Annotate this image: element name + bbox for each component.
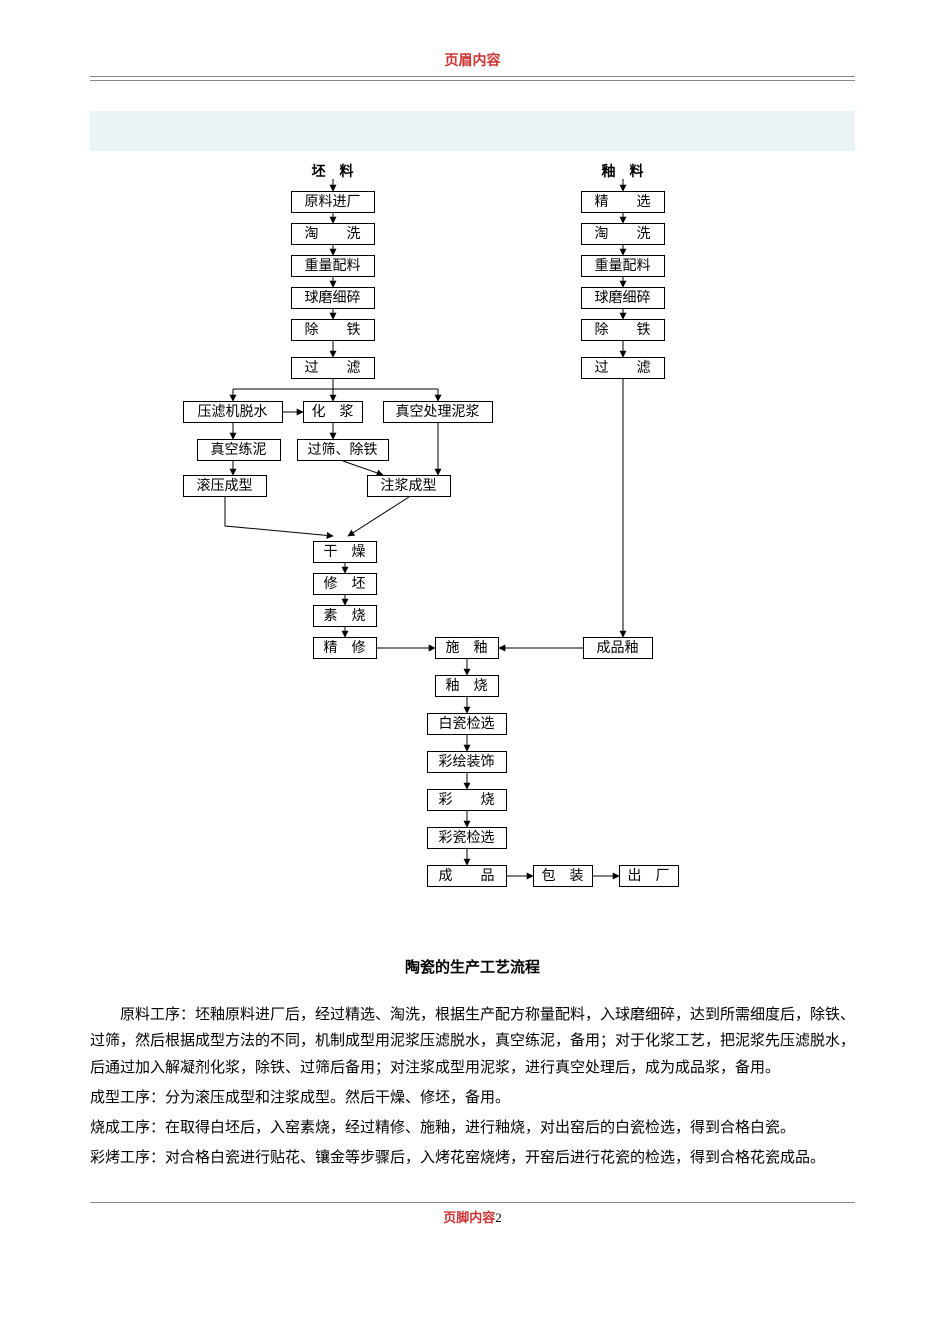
paragraph-4: 彩烤工序：对合格白瓷进行贴花、镶金等步骤后，入烤花窑烧烤，开窑后进行花瓷的检选，… — [90, 1145, 855, 1171]
flowchart-edge — [348, 497, 409, 536]
footer-rule — [90, 1202, 855, 1203]
flowchart-node: 白瓷检选 — [427, 713, 507, 735]
flowchart-node: 彩 烧 — [427, 789, 507, 811]
flowchart-node: 真空练泥 — [197, 439, 281, 461]
flowchart-node: 过 滤 — [291, 357, 375, 379]
flowchart-node: 成品釉 — [583, 637, 653, 659]
flowchart-node: 淘 洗 — [581, 223, 665, 245]
footer-label: 页脚内容 — [443, 1210, 495, 1225]
flowchart-node: 彩绘装饰 — [427, 751, 507, 773]
footer-pagenum: 2 — [495, 1210, 502, 1225]
flowchart-node: 球磨细碎 — [581, 287, 665, 309]
flowchart-node: 除 铁 — [581, 319, 665, 341]
flowchart-node: 滚压成型 — [183, 475, 267, 497]
flowchart-node: 重量配料 — [581, 255, 665, 277]
paragraph-1: 原料工序：坯釉原料进厂后，经过精选、淘洗，根据生产配方称量配料，入球磨细碎，达到… — [90, 1002, 855, 1081]
flowchart-node: 出 厂 — [619, 865, 679, 887]
flowchart-edge — [225, 497, 333, 536]
flowchart-node: 精 修 — [313, 637, 377, 659]
flowchart-node: 化 浆 — [303, 401, 363, 423]
flowchart-node: 重量配料 — [291, 255, 375, 277]
flowchart-node: 真空处理泥浆 — [383, 401, 493, 423]
flowchart-node: 淘 洗 — [291, 223, 375, 245]
page-header: 页眉内容 — [90, 50, 855, 70]
body-text: 原料工序：坯釉原料进厂后，经过精选、淘洗，根据生产配方称量配料，入球磨细碎，达到… — [90, 1002, 855, 1172]
flowchart-node: 彩瓷检选 — [427, 827, 507, 849]
flowchart-node: 注浆成型 — [367, 475, 451, 497]
flowchart-node: 过 滤 — [581, 357, 665, 379]
flowchart-header: 釉 料 — [593, 161, 653, 181]
flowchart-edge — [343, 461, 383, 475]
flowchart-node: 球磨细碎 — [291, 287, 375, 309]
flowchart-node: 除 铁 — [291, 319, 375, 341]
title-band — [90, 111, 855, 151]
flowchart-node: 过筛、除铁 — [297, 439, 389, 461]
flowchart-node: 包 装 — [533, 865, 593, 887]
flowchart-node: 修 坯 — [313, 573, 377, 595]
flowchart-header: 坯 料 — [303, 161, 363, 181]
paragraph-3: 烧成工序：在取得白坯后，入窑素烧，经过精修、施釉，进行釉烧，对出窑后的白瓷检选，… — [90, 1115, 855, 1141]
flowchart: 坯 料釉 料原料进厂淘 洗重量配料球磨细碎除 铁过 滤压滤机脱水化 浆真空处理泥… — [173, 161, 773, 931]
paragraph-2: 成型工序：分为滚压成型和注浆成型。然后干燥、修坯，备用。 — [90, 1085, 855, 1111]
flowchart-node: 压滤机脱水 — [183, 401, 283, 423]
header-rule — [90, 76, 855, 81]
flowchart-edges — [173, 161, 773, 931]
flowchart-node: 精 选 — [581, 191, 665, 213]
flowchart-node: 施 釉 — [435, 637, 499, 659]
page-footer: 页脚内容2 — [90, 1207, 855, 1226]
flowchart-node: 釉 烧 — [435, 675, 499, 697]
flowchart-node: 成 品 — [427, 865, 507, 887]
flowchart-node: 素 烧 — [313, 605, 377, 627]
flowchart-node: 原料进厂 — [291, 191, 375, 213]
flowchart-caption: 陶瓷的生产工艺流程 — [90, 956, 855, 977]
flowchart-node: 干 燥 — [313, 541, 377, 563]
page: 页眉内容 坯 料釉 料原料进厂淘 洗重量配料球磨细碎除 铁过 滤压滤机脱水化 浆… — [0, 0, 945, 1266]
